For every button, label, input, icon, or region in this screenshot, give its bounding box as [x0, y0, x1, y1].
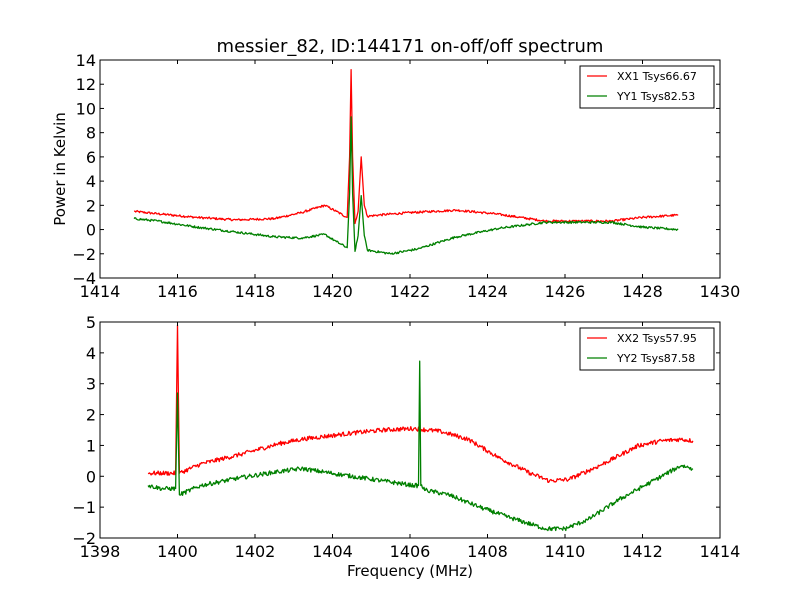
legend-label-yy2: YY2 Tsys87.58	[616, 352, 695, 365]
y-tick-label: 6	[86, 148, 96, 167]
y-tick-label: 2	[86, 406, 96, 425]
legend-label-xx1: XX1 Tsys66.67	[617, 70, 697, 83]
x-tick-label: 1430	[700, 282, 741, 301]
y-tick-label: 10	[76, 99, 96, 118]
y-tick-label: 0	[86, 467, 96, 486]
y-tick-label: −2	[72, 245, 96, 264]
chart-title: messier_82, ID:144171 on-off/off spectru…	[217, 36, 604, 57]
top-subplot: messier_82, ID:144171 on-off/off spectru…	[51, 36, 740, 301]
x-tick-label: 1412	[622, 542, 663, 561]
y-tick-label: 3	[86, 375, 96, 394]
x-tick-label: 1408	[467, 542, 508, 561]
bottom-subplot: 1398 1400 1402 1404 1406 1408 1410 1412 1414−2−1…	[72, 313, 740, 580]
y-tick-label: 8	[86, 124, 96, 143]
series-line-xx2	[147, 324, 694, 483]
series-line-yy1	[133, 116, 679, 255]
legend-label-yy1: YY1 Tsys82.53	[616, 90, 695, 103]
x-axis-label: Frequency (MHz)	[347, 562, 473, 580]
y-tick-label: 4	[86, 172, 96, 191]
series-line-yy2	[147, 360, 694, 532]
x-tick-label: 1406	[390, 542, 431, 561]
x-tick-label: 1416	[157, 282, 198, 301]
bottom-legend: XX2 Tsys57.95 YY2 Tsys87.58	[579, 327, 715, 371]
x-tick-label: 1426	[545, 282, 586, 301]
x-tick-label: 1414	[700, 542, 741, 561]
y-tick-label: −1	[72, 498, 96, 517]
x-tick-label: 1410	[545, 542, 586, 561]
x-tick-label: 1422	[390, 282, 431, 301]
bottom-legend-box	[579, 327, 715, 371]
top-legend-box	[579, 65, 715, 109]
y-tick-label: 2	[86, 196, 96, 215]
y-axis-label: Power in Kelvin	[51, 112, 69, 226]
top-legend: XX1 Tsys66.67 YY1 Tsys82.53	[579, 65, 715, 109]
x-tick-label: 1402	[235, 542, 276, 561]
bottom-series-layer	[147, 324, 694, 532]
legend-label-xx2: XX2 Tsys57.95	[617, 332, 697, 345]
x-tick-label: 1420	[312, 282, 353, 301]
y-tick-label: 0	[86, 221, 96, 240]
y-tick-label: 4	[86, 344, 96, 363]
x-tick-label: 1404	[312, 542, 353, 561]
y-tick-label: 1	[86, 436, 96, 455]
series-line-xx1	[133, 69, 679, 225]
y-tick-label: −2	[72, 529, 96, 548]
bottom-ticks-layer: 1398 1400 1402 1404 1406 1408 1410 1412 1414−2−1…	[72, 313, 740, 561]
y-tick-label: 14	[76, 51, 96, 70]
x-tick-label: 1428	[622, 282, 663, 301]
x-tick-label: 1424	[467, 282, 508, 301]
x-tick-label: 1398	[80, 542, 121, 561]
x-tick-label: 1414	[80, 282, 121, 301]
x-tick-label: 1400	[157, 542, 198, 561]
y-tick-label: 12	[76, 75, 96, 94]
top-series-layer	[133, 69, 679, 255]
y-tick-label: 5	[86, 313, 96, 332]
y-tick-label: −4	[72, 269, 96, 288]
x-tick-label: 1418	[235, 282, 276, 301]
top-ticks-layer: 1414 1416 1418 1420 1422 1424 1426 1428 1430−4−2…	[72, 51, 740, 301]
